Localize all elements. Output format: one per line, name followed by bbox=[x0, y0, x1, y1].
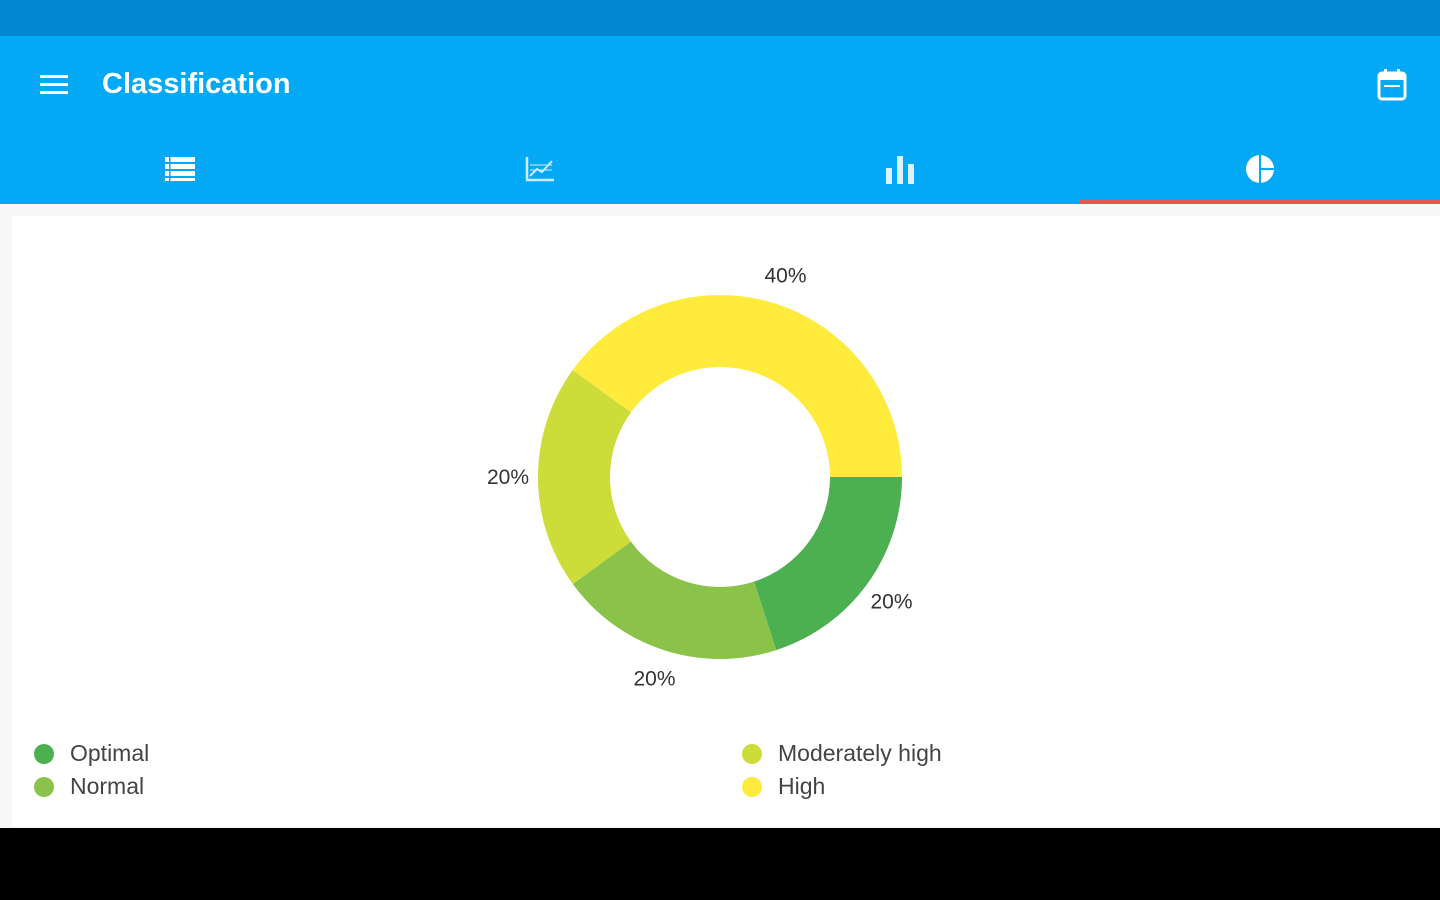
legend-swatch bbox=[742, 776, 762, 797]
donut-chart: 20% 20% 20% 40% bbox=[487, 264, 913, 691]
line-chart-icon bbox=[525, 157, 554, 182]
slice-moderately-high bbox=[538, 370, 632, 584]
legend-swatch bbox=[742, 743, 762, 764]
tab-bar-chart[interactable] bbox=[720, 134, 1080, 204]
status-bar bbox=[0, 0, 1440, 36]
data-label: 40% bbox=[764, 264, 806, 287]
slice-high bbox=[572, 295, 902, 477]
page-title: Classification bbox=[102, 68, 291, 100]
bar-chart-icon bbox=[886, 156, 914, 184]
legend-label: High bbox=[778, 773, 826, 799]
calendar-icon[interactable] bbox=[1376, 68, 1408, 102]
slice-optimal bbox=[753, 477, 902, 651]
legend-label: Normal bbox=[70, 773, 145, 799]
legend-item-moderately-high: Moderately high bbox=[742, 740, 942, 767]
legend-item-optimal: Optimal bbox=[34, 740, 149, 767]
tab-trend[interactable] bbox=[360, 134, 720, 204]
content-area: 20% 20% 20% 40% Optimal Normal Moderately h… bbox=[0, 204, 1440, 828]
menu-icon[interactable] bbox=[38, 72, 70, 98]
data-label: 20% bbox=[633, 668, 675, 691]
app-bar bbox=[0, 36, 1440, 204]
legend-item-high: High bbox=[742, 773, 825, 800]
legend-label: Moderately high bbox=[778, 740, 942, 766]
pie-chart-icon bbox=[1246, 155, 1274, 183]
legend-item-normal: Normal bbox=[34, 773, 144, 800]
legend-swatch bbox=[34, 743, 54, 764]
list-icon bbox=[165, 157, 195, 181]
legend-swatch bbox=[34, 776, 54, 797]
tab-list[interactable] bbox=[0, 134, 360, 204]
tab-pie-chart[interactable] bbox=[1080, 134, 1440, 204]
legend-label: Optimal bbox=[70, 740, 150, 766]
data-label: 20% bbox=[870, 591, 912, 614]
active-tab-indicator bbox=[1080, 200, 1440, 204]
slice-normal bbox=[572, 541, 777, 659]
data-label: 20% bbox=[487, 466, 529, 489]
chart-card: 20% 20% 20% 40% Optimal Normal Moderately h… bbox=[12, 216, 1440, 826]
